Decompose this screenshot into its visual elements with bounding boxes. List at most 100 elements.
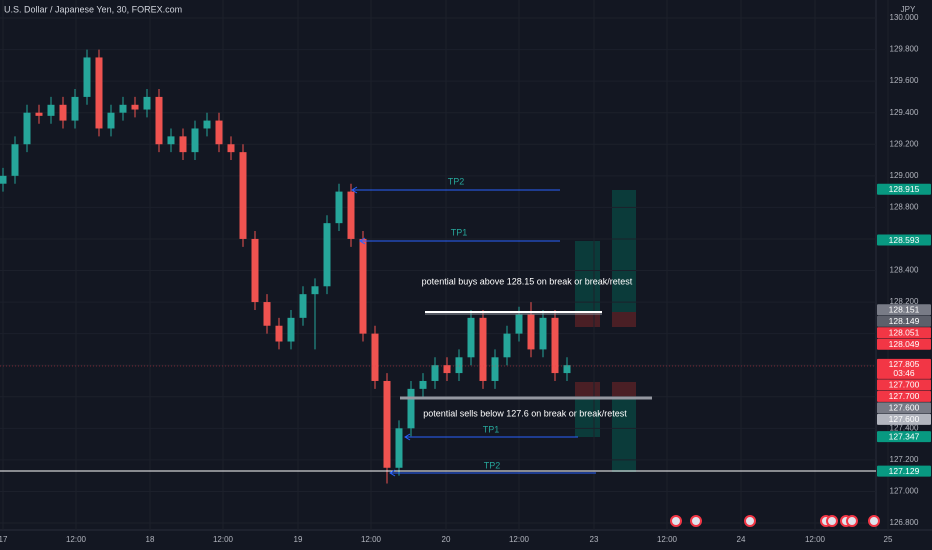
- price-tag: [877, 413, 931, 425]
- candle-body: [383, 380, 391, 468]
- event-icons[interactable]: [670, 515, 880, 527]
- time-tick-label: 24: [737, 535, 746, 544]
- symbol-title: U.S. Dollar / Japanese Yen, 30, FOREX.co…: [4, 4, 182, 14]
- candle-body: [359, 238, 367, 334]
- candle-body: [227, 144, 235, 153]
- candle-body: [443, 365, 451, 374]
- price-tag-label: 128.151: [889, 305, 920, 315]
- price-tag: [877, 338, 931, 350]
- arrow: [404, 433, 578, 441]
- short-target-zone: [575, 398, 600, 437]
- time-tick-label: 20: [442, 535, 451, 544]
- candle-body: [491, 357, 499, 381]
- event-icon[interactable]: [690, 515, 702, 527]
- long-target-zone: [612, 190, 636, 312]
- annotation: TP2: [484, 460, 501, 470]
- time-tick-label: 12:00: [213, 535, 234, 544]
- price-tag-label: 127.129: [889, 466, 920, 476]
- short-stop-zone: [612, 382, 636, 398]
- candle-body: [551, 317, 559, 374]
- time-tick-label: 18: [146, 535, 155, 544]
- candle-body: [47, 104, 55, 116]
- candle-body: [203, 120, 211, 129]
- event-icon[interactable]: [744, 515, 756, 527]
- price-tag: [877, 402, 931, 414]
- price-tick-label: 128.800: [890, 202, 919, 211]
- price-tag: [877, 431, 931, 443]
- price-tick-label: 129.800: [890, 45, 919, 54]
- candle-body: [0, 175, 7, 184]
- price-tag-label: 127.600: [889, 403, 920, 413]
- candle-body: [167, 136, 175, 145]
- time-tick-label: 12:00: [657, 535, 678, 544]
- price-tick-label: 126.800: [890, 518, 919, 527]
- price-tag: [877, 315, 931, 327]
- candle-body: [371, 333, 379, 381]
- price-tick-label: 127.000: [890, 487, 919, 496]
- price-tag: [877, 390, 931, 402]
- time-tick-label: 12:00: [361, 535, 382, 544]
- event-icon[interactable]: [846, 515, 858, 527]
- candle-body: [299, 294, 307, 318]
- price-tag: [877, 465, 931, 477]
- candle-body: [263, 302, 271, 326]
- candle-body: [95, 57, 103, 129]
- candle-body: [503, 333, 511, 358]
- candle-body: [323, 223, 331, 287]
- candle-body: [539, 317, 547, 350]
- candle-body: [251, 238, 259, 303]
- time-tick-label: 19: [294, 535, 303, 544]
- annotation: TP1: [451, 227, 468, 237]
- countdown: 03:46: [893, 368, 915, 378]
- event-icon[interactable]: [868, 515, 880, 527]
- candle-body: [563, 365, 571, 374]
- price-tag-label: 128.049: [889, 339, 920, 349]
- candle-body: [395, 428, 403, 468]
- candle-body: [131, 104, 139, 110]
- annotation: TP1: [483, 424, 500, 434]
- event-icon[interactable]: [826, 515, 838, 527]
- time-tick-label: 25: [884, 535, 893, 544]
- candle-body: [143, 96, 151, 110]
- price-tick-label: 130.000: [890, 13, 919, 22]
- short-stop-zone: [575, 382, 600, 398]
- candle-body: [335, 191, 343, 224]
- arrows: [351, 186, 596, 477]
- event-icon[interactable]: [670, 515, 682, 527]
- price-tick-label: 127.200: [890, 455, 919, 464]
- candle-body: [191, 128, 199, 153]
- price-tick-label: 129.200: [890, 139, 919, 148]
- price-axis: 130.000 129.800 129.600 129.400 129.200 129.0…: [0, 13, 931, 544]
- candle-body: [419, 380, 427, 389]
- candle-body: [83, 57, 91, 97]
- candle-body: [179, 136, 187, 153]
- candle-body: [515, 314, 523, 334]
- arrow: [389, 469, 596, 477]
- price-tag-label: 127.700: [889, 380, 920, 390]
- candle-body: [11, 144, 19, 176]
- price-tick-label: 129.600: [890, 76, 919, 85]
- price-tag-label: 128.593: [889, 235, 920, 245]
- candle-body: [239, 152, 247, 239]
- price-tag: [877, 358, 931, 379]
- candle-body: [23, 112, 31, 145]
- candle-body: [59, 104, 67, 121]
- currency-label: JPY: [901, 5, 916, 14]
- candle-body: [35, 112, 43, 116]
- time-tick-label: 23: [590, 535, 599, 544]
- candle-body: [215, 120, 223, 145]
- candle-body: [119, 104, 127, 113]
- price-tag: [877, 183, 931, 195]
- arrow: [359, 237, 560, 245]
- time-tick-label: 12:00: [66, 535, 87, 544]
- candle-body: [347, 191, 355, 239]
- candle-body: [71, 96, 79, 121]
- annotation: potential sells below 127.6 on break or …: [423, 408, 627, 418]
- annotation: potential buys above 128.15 on break or …: [422, 276, 633, 286]
- price-tag: [877, 327, 931, 339]
- candle-body: [527, 314, 535, 350]
- price-tick-label: 129.400: [890, 108, 919, 117]
- price-tick-label: 128.200: [890, 297, 919, 306]
